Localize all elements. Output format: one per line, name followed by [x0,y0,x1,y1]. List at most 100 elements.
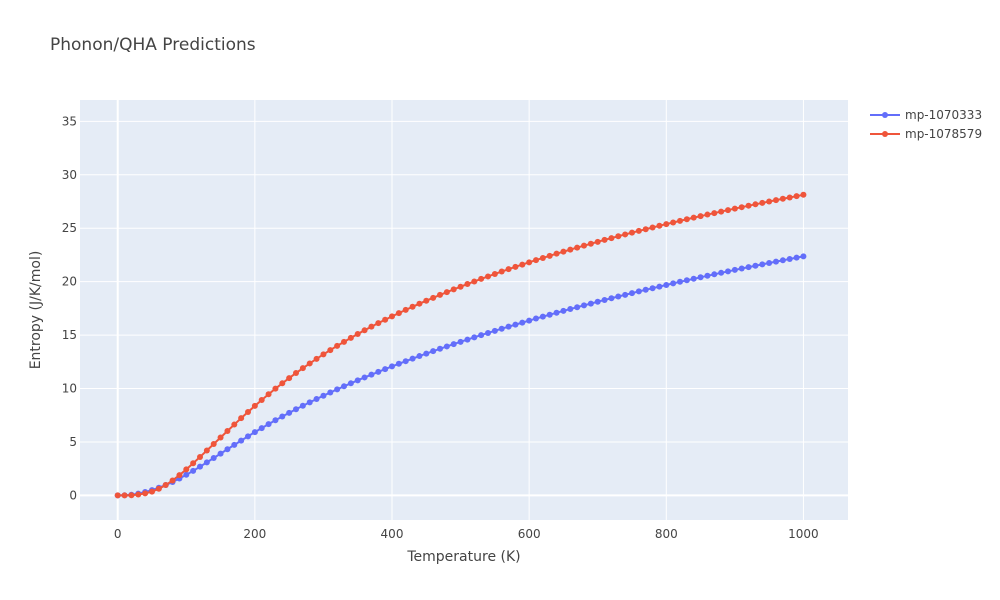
data-point [464,336,471,343]
data-point [526,259,533,266]
data-point [677,217,683,224]
data-point [704,272,711,279]
data-point [190,467,197,474]
legend[interactable]: mp-1070333 mp-1078579 [870,108,982,141]
data-point [553,309,560,316]
data-point [190,460,197,467]
data-point [656,222,663,229]
data-point [258,425,265,432]
data-point [752,262,759,269]
data-point [389,363,395,370]
data-point [766,259,773,266]
data-point [128,492,135,499]
data-point [251,402,258,409]
x-tick-label: 400 [381,527,404,541]
data-point [718,269,725,276]
data-point [299,365,306,372]
y-tick-labels: 0 5 10 15 20 25 30 35 [62,114,77,502]
data-point [361,374,368,381]
series-2 [114,191,807,499]
y-tick-label: 25 [62,221,77,235]
data-point [711,271,718,278]
data-point [347,334,354,341]
data-point [368,323,375,330]
data-point [258,396,265,403]
data-point [629,290,635,297]
plot-area [80,100,848,520]
data-point [615,233,622,240]
data-point [423,297,430,304]
data-point [443,289,450,296]
data-point [320,351,327,358]
data-point [203,447,210,454]
data-point [416,353,423,360]
data-point [505,323,512,330]
data-point [272,385,279,392]
data-point [217,434,224,441]
data-point [533,257,539,264]
data-point [245,433,251,440]
data-point [437,291,443,298]
data-point [238,437,245,444]
data-point [519,261,526,268]
data-point [649,285,656,292]
data-point [478,332,485,339]
data-point [423,350,430,357]
data-point [738,204,745,211]
series-layer [114,191,807,499]
data-point [512,263,519,270]
data-point [731,266,738,273]
data-point [773,258,779,265]
data-point [683,216,690,223]
data-point [485,329,491,336]
data-point [155,485,162,492]
data-point [752,201,759,208]
y-tick-label: 10 [62,382,77,396]
data-point [313,355,320,362]
data-point [375,368,382,375]
data-point [382,366,389,373]
data-point [601,236,608,243]
data-point [368,371,375,378]
data-point [286,375,293,382]
data-point [779,257,786,264]
data-point [395,310,402,317]
data-point [197,463,203,470]
data-point [793,254,800,261]
data-point [635,288,642,295]
data-point [251,429,258,436]
data-point [430,294,437,301]
data-point [272,417,279,424]
data-point [670,219,677,226]
data-point [197,453,203,460]
data-point [224,446,231,453]
data-point [224,427,231,434]
data-point [430,348,437,355]
data-point [162,482,169,489]
data-point [677,278,683,285]
x-tick-labels: 0 200 400 600 800 1000 [114,527,819,541]
x-axis-title: Temperature (K) [406,549,520,565]
data-point [471,334,478,341]
data-point [745,202,752,209]
data-point [615,293,622,300]
data-point [601,296,608,303]
data-point [608,235,615,242]
data-point [690,214,697,221]
data-point [149,488,155,495]
data-point [786,256,793,263]
data-point [306,399,313,406]
data-point [491,327,498,334]
data-point [656,283,663,290]
legend-marker-series-1 [882,112,888,118]
data-point [594,238,601,245]
legend-item-series-2[interactable]: mp-1078579 [870,127,982,141]
data-point [786,194,793,201]
data-point [265,421,272,428]
data-point [526,317,533,324]
legend-item-series-1[interactable]: mp-1070333 [870,108,982,122]
data-point [773,197,779,204]
data-point [725,207,731,214]
data-point [560,248,567,255]
data-point [231,441,238,448]
